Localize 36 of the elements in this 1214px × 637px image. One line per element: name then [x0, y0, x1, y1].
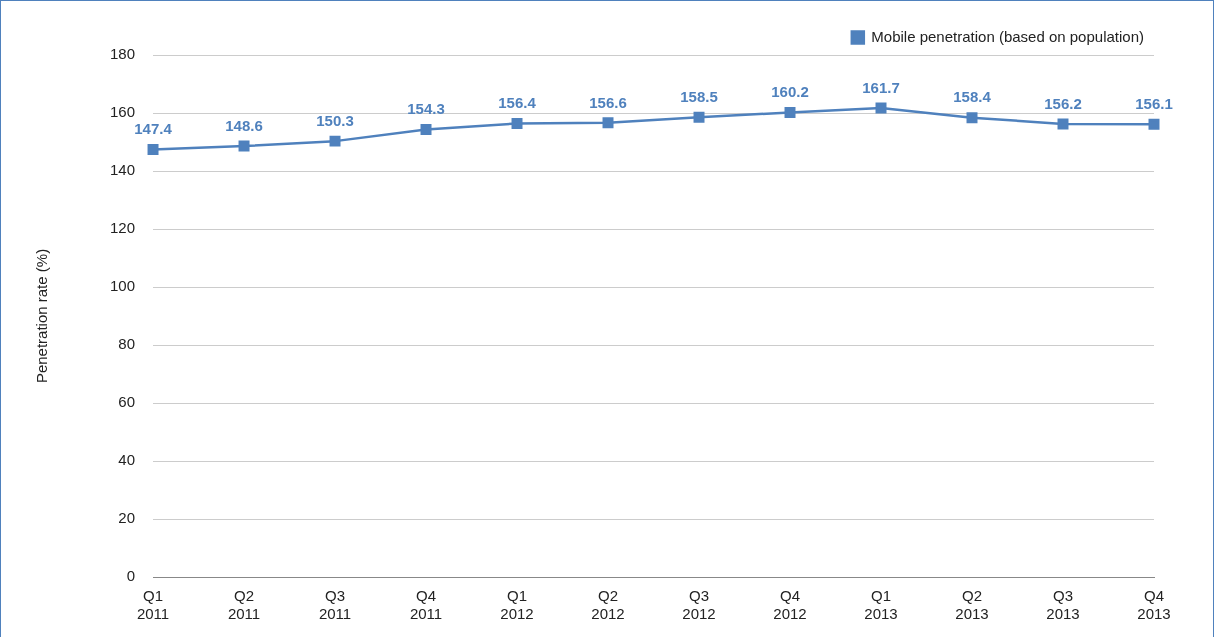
- x-tick-label: Q3 2013: [1046, 587, 1080, 623]
- x-tick-label: Q4 2012: [773, 587, 807, 623]
- data-label: 158.5: [680, 87, 718, 105]
- data-label: 150.3: [316, 111, 354, 129]
- y-tick-label: 180: [110, 45, 136, 63]
- data-label: 161.7: [862, 78, 900, 96]
- data-label: 154.3: [407, 100, 445, 118]
- y-tick-label: 80: [118, 335, 136, 353]
- data-label: 158.4: [953, 88, 992, 106]
- x-tick-label: Q1 2011: [136, 587, 170, 623]
- y-tick-label: 60: [118, 393, 136, 411]
- y-axis-title: Penetration rate (%): [33, 248, 51, 384]
- y-tick-label: 100: [110, 277, 136, 295]
- data-label: 160.2: [771, 83, 809, 101]
- data-label: 148.6: [225, 116, 263, 134]
- legend-label: Mobile penetration (based on population): [871, 27, 1145, 45]
- x-tick-label: Q3 2012: [682, 587, 716, 623]
- y-tick-label: 20: [118, 509, 136, 527]
- y-tick-label: 40: [118, 451, 136, 469]
- x-tick-label: Q4 2013: [1137, 587, 1171, 623]
- data-label: 156.1: [1135, 94, 1173, 112]
- x-tick-label: Q2 2013: [955, 587, 989, 623]
- x-tick-label: Q2 2012: [591, 587, 625, 623]
- y-tick-label: 0: [126, 567, 136, 585]
- x-tick-label: Q4 2011: [409, 587, 443, 623]
- x-tick-label: Q1 2012: [500, 587, 534, 623]
- y-tick-label: 140: [110, 161, 136, 179]
- x-tick-label: Q3 2011: [318, 587, 352, 623]
- y-tick-label: 120: [110, 219, 136, 237]
- data-label: 156.4: [498, 94, 537, 112]
- y-tick-label: 160: [110, 103, 136, 121]
- data-label: 156.6: [589, 93, 627, 111]
- x-tick-label: Q1 2013: [864, 587, 898, 623]
- data-label: 156.2: [1044, 94, 1082, 112]
- x-tick-label: Q2 2011: [227, 587, 261, 623]
- data-label: 147.4: [134, 120, 173, 138]
